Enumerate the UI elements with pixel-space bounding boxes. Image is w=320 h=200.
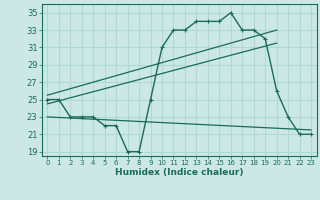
- X-axis label: Humidex (Indice chaleur): Humidex (Indice chaleur): [115, 168, 244, 177]
